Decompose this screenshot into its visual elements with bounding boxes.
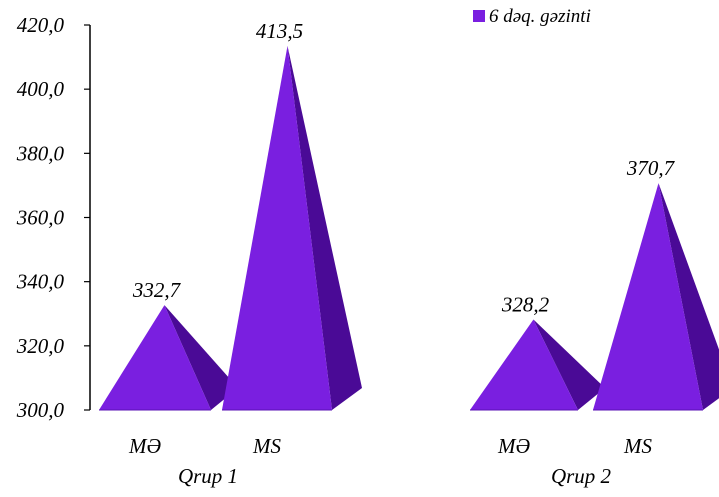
category-label: MS	[623, 434, 652, 458]
legend: 6 dəq. gəzinti	[473, 6, 591, 27]
data-label: 332,7	[132, 278, 182, 302]
legend-swatch	[473, 10, 485, 22]
y-tick-label: 300,0	[16, 398, 65, 422]
category-label: MƏ	[128, 434, 161, 458]
group-label: Qrup 1	[178, 464, 238, 488]
data-label: 413,5	[256, 19, 303, 43]
bars-layer	[99, 46, 719, 410]
group-label: Qrup 2	[551, 464, 612, 488]
legend-label: 6 dəq. gəzinti	[489, 6, 591, 27]
labels-layer: 332,7 MƏ 413,5 MS 328,2 MƏ 370,7 MS Qrup 1 Qrup 2	[128, 19, 676, 488]
y-tick-label: 400,0	[17, 77, 65, 101]
y-tick-label: 340,0	[16, 270, 65, 294]
data-label: 370,7	[626, 156, 676, 180]
data-label: 328,2	[501, 293, 550, 317]
y-tick-label: 420,0	[17, 13, 65, 37]
y-tick-label: 320,0	[16, 334, 65, 358]
y-tick-label: 360,0	[16, 206, 65, 230]
y-axis: 300,0 320,0 340,0 360,0 380,0 400,0 420,0	[16, 13, 90, 422]
category-label: MS	[252, 434, 281, 458]
y-tick-label: 380,0	[16, 141, 65, 165]
category-label: MƏ	[497, 434, 530, 458]
